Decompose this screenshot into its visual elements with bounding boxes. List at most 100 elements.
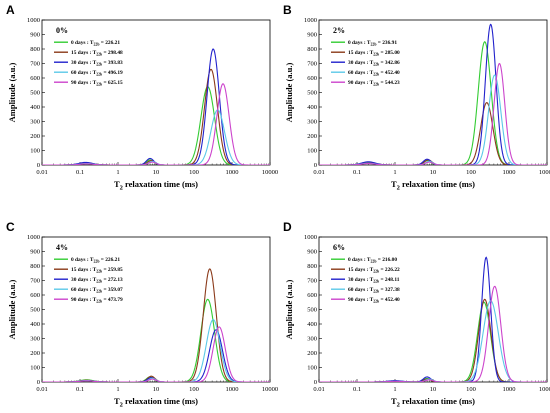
legend-sub: 22b: [371, 260, 377, 264]
x-tick-label: 0.01: [313, 169, 324, 176]
legend-value: = 342.86: [379, 60, 400, 66]
legend-value: = 226.22: [379, 267, 400, 273]
x-axis-title-sub: 2: [120, 185, 123, 192]
legend-entry: 90 days : T22b = 625.15: [71, 80, 123, 87]
x-tick-label: 100: [189, 169, 199, 176]
x-tick-label: 0.1: [353, 169, 361, 176]
y-tick-label: 600: [307, 75, 317, 82]
legend-value: = 248.11: [379, 277, 400, 283]
y-tick-label: 600: [30, 75, 40, 82]
panel-letter: D: [283, 220, 292, 234]
x-tick-label: 100: [466, 386, 476, 393]
x-axis-title: T2 relaxation time (ms): [391, 179, 475, 192]
x-tick-label: 10000: [539, 169, 550, 176]
y-tick-label: 500: [30, 90, 40, 97]
x-axis-title-main: T: [114, 396, 120, 406]
series-line-1: [319, 298, 547, 382]
series-line-4: [42, 83, 270, 165]
y-tick-label: 600: [30, 292, 40, 299]
legend-value: = 226.21: [99, 40, 120, 46]
series-line-4: [319, 285, 547, 382]
legend-days: 30 days : T: [71, 60, 97, 66]
y-tick-label: 900: [30, 249, 40, 256]
y-axis-title: Amplitude (a.u.): [7, 279, 17, 339]
y-tick-label: 900: [307, 249, 317, 256]
legend-days: 30 days : T: [348, 60, 374, 66]
x-tick-label: 100: [466, 169, 476, 176]
series-line-1: [42, 268, 270, 382]
x-axis-title: T2 relaxation time (ms): [391, 396, 475, 409]
y-tick-label: 500: [30, 307, 40, 314]
legend-entry: 60 days : T22b = 452.40: [348, 70, 400, 77]
y-tick-label: 1000: [304, 17, 317, 24]
x-axis-title-sub: 2: [120, 402, 123, 409]
legend-days: 15 days : T: [348, 50, 374, 56]
series-line-2: [42, 329, 270, 382]
y-tick-label: 100: [307, 365, 317, 372]
y-tick-label: 100: [307, 148, 317, 155]
x-tick-label: 1000: [503, 169, 516, 176]
legend-days: 15 days : T: [71, 50, 97, 56]
x-tick-label: 10: [153, 386, 160, 393]
legend-entry: 60 days : T22b = 359.07: [71, 287, 123, 294]
legend-value: = 259.85: [102, 267, 123, 273]
y-tick-label: 300: [307, 119, 317, 126]
x-axis-title-rest: relaxation time (ms): [400, 396, 475, 406]
y-tick-label: 500: [307, 90, 317, 97]
legend-sub: 22b: [96, 63, 102, 67]
legend-sub: 22b: [373, 300, 379, 304]
y-tick-label: 300: [30, 336, 40, 343]
legend-sub: 22b: [373, 63, 379, 67]
y-tick-label: 700: [307, 278, 317, 285]
legend-sub: 22b: [96, 300, 102, 304]
x-axis-title: T2 relaxation time (ms): [114, 179, 198, 192]
panel-letter: A: [6, 3, 15, 17]
x-tick-label: 1000: [503, 386, 516, 393]
legend-days: 60 days : T: [71, 287, 97, 293]
panel-a: A 0 100 200 300 400 500 600 700 800 900 1000 0.01 0.1…: [6, 3, 278, 192]
legend-sub: 22b: [371, 43, 377, 47]
legend-entry: 15 days : T22b = 259.85: [71, 267, 123, 274]
legend-days: 60 days : T: [348, 287, 374, 293]
x-tick-label: 1: [116, 169, 119, 176]
series-line-0: [319, 301, 547, 382]
x-tick-label: 1000: [226, 169, 239, 176]
y-tick-label: 700: [307, 61, 317, 68]
x-tick-label: 100: [189, 386, 199, 393]
legend-sub: 22b: [94, 43, 100, 47]
y-tick-label: 300: [307, 336, 317, 343]
y-tick-label: 1000: [27, 234, 40, 241]
x-tick-label: 0.1: [76, 386, 84, 393]
legend-days: 60 days : T: [348, 70, 374, 76]
x-tick-label: 1: [393, 169, 396, 176]
y-tick-label: 200: [30, 350, 40, 357]
legend-days: 0 days : T: [348, 257, 371, 263]
x-tick-label: 1: [116, 386, 119, 393]
legend-days: 90 days : T: [71, 297, 97, 303]
series-line-4: [319, 62, 547, 165]
legend-entry: 15 days : T22b = 226.22: [348, 267, 400, 274]
y-tick-label: 0: [37, 379, 40, 386]
y-tick-label: 300: [30, 119, 40, 126]
series-line-3: [319, 300, 547, 382]
legend-sub: 22b: [373, 290, 379, 294]
legend-sub: 22b: [94, 260, 100, 264]
legend-sub: 22b: [96, 53, 102, 57]
legend-days: 0 days : T: [71, 257, 94, 263]
legend-entry: 0 days : T22b = 226.21: [71, 40, 120, 47]
legend-days: 90 days : T: [348, 297, 374, 303]
panel-c: C 0 100 200 300 400 500 600 700 800 900 1000 0.01 0.1…: [6, 220, 278, 409]
x-tick-label: 10: [153, 169, 160, 176]
y-axis-title: Amplitude (a.u.): [284, 279, 294, 339]
y-tick-label: 0: [314, 379, 317, 386]
legend-value: = 393.83: [102, 60, 123, 66]
concentration-label: 4%: [56, 243, 68, 252]
y-tick-label: 900: [30, 32, 40, 39]
legend-sub: 22b: [373, 53, 379, 57]
legend-entry: 90 days : T22b = 473.79: [71, 297, 123, 304]
legend-value: = 327.38: [379, 287, 400, 293]
y-tick-label: 900: [307, 32, 317, 39]
legend-value: = 473.79: [102, 297, 123, 303]
legend-entry: 0 days : T22b = 236.91: [348, 40, 397, 47]
